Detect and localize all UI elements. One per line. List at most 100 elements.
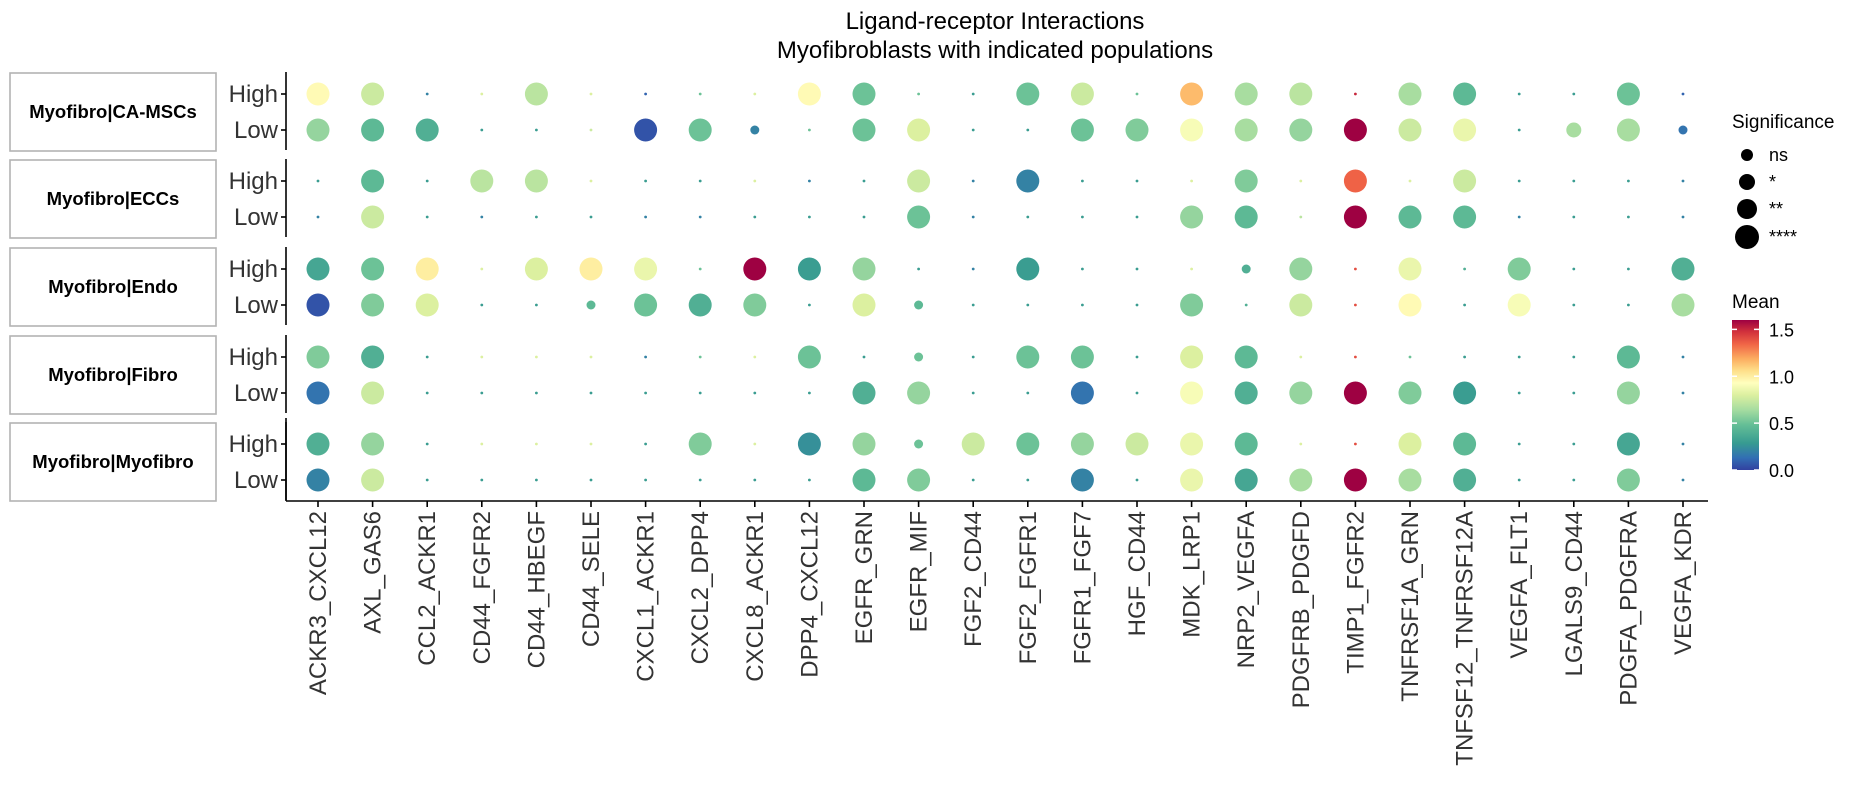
dot — [1627, 267, 1630, 271]
row-label: High — [229, 431, 278, 458]
row-label: Low — [234, 117, 279, 144]
dot — [1463, 355, 1466, 359]
dot — [1681, 391, 1685, 395]
dot — [808, 128, 811, 132]
dot — [1180, 293, 1204, 317]
dot — [361, 432, 385, 456]
x-tick-label: EGFR_MIF — [906, 511, 933, 632]
dot — [852, 82, 876, 106]
dot — [1180, 82, 1204, 106]
dot — [535, 128, 538, 132]
x-tick-label: CXCL2_DPP4 — [687, 511, 714, 664]
dot — [1616, 118, 1640, 142]
dot — [1572, 442, 1576, 446]
dot — [1616, 381, 1640, 405]
dot — [644, 478, 647, 482]
row-labels: High Low High Low High Low High Low High Low — [229, 81, 279, 494]
dot — [1681, 92, 1685, 96]
dot — [1135, 478, 1139, 482]
dot — [862, 355, 866, 359]
dot — [1408, 355, 1412, 359]
dot — [306, 82, 330, 106]
dot — [1135, 303, 1139, 307]
dot — [1234, 205, 1258, 229]
dot — [415, 257, 439, 281]
dot — [1453, 205, 1477, 229]
dot — [361, 169, 385, 193]
dot — [1070, 468, 1094, 492]
dot — [1507, 293, 1531, 317]
dot — [1070, 118, 1094, 142]
dot — [1453, 432, 1477, 456]
x-tick-label: TNFSF12_TNFRSF12A — [1452, 511, 1479, 766]
dot — [907, 169, 931, 193]
dot — [589, 355, 593, 359]
significance-legend-label: **** — [1769, 227, 1797, 247]
x-axis-labels: ACKR3_CXCL12 AXL_GAS6 CCL2_ACKR1 CD44_FGFR2… — [305, 511, 1697, 766]
dot — [1343, 169, 1367, 193]
dot — [1453, 381, 1477, 405]
dot — [1517, 128, 1521, 132]
dot — [1517, 215, 1521, 219]
x-tick-label: ACKR3_CXCL12 — [305, 511, 332, 695]
mean-colorbar-legend: Mean 0.0 0.5 1.0 1.5 — [1732, 292, 1794, 481]
dot — [1289, 468, 1313, 492]
dot — [524, 169, 548, 193]
facet-strip-box — [9, 335, 217, 415]
dot — [971, 478, 975, 482]
dot — [1081, 303, 1084, 307]
dots — [306, 82, 1695, 492]
row-label: Low — [234, 292, 279, 319]
dot — [535, 391, 538, 395]
dot — [1671, 257, 1695, 281]
significance-legend-label: ns — [1769, 145, 1788, 165]
significance-legend-key — [1735, 225, 1759, 249]
dot — [634, 257, 658, 281]
dot — [1180, 205, 1204, 229]
dot — [1234, 432, 1258, 456]
dot — [480, 128, 484, 132]
dot — [1299, 442, 1303, 446]
dot — [361, 257, 385, 281]
dot — [589, 442, 593, 446]
dot — [306, 432, 330, 456]
dot — [1289, 118, 1313, 142]
row-label: High — [229, 344, 278, 371]
dot — [1627, 179, 1630, 183]
dot — [1081, 267, 1084, 271]
dot — [1517, 92, 1521, 96]
dot — [753, 478, 757, 482]
dot — [1398, 82, 1422, 106]
dot — [1463, 267, 1466, 271]
dot — [1241, 264, 1251, 274]
significance-legend-key — [1737, 199, 1757, 219]
dot — [1572, 267, 1576, 271]
colorbar-tick-label: 1.0 — [1769, 367, 1794, 387]
dot — [524, 257, 548, 281]
dot — [852, 257, 876, 281]
dot — [1016, 169, 1040, 193]
dot — [425, 478, 429, 482]
chart-title: Ligand-receptor Interactions Myofibrobla… — [777, 8, 1213, 64]
dot — [306, 468, 330, 492]
dot — [743, 293, 767, 317]
dot — [1070, 381, 1094, 405]
dot — [480, 355, 484, 359]
dot — [1398, 205, 1422, 229]
dot — [1408, 179, 1412, 183]
dot — [808, 179, 811, 183]
dot — [306, 118, 330, 142]
dot — [971, 215, 975, 219]
dot — [480, 478, 484, 482]
dot — [1289, 381, 1313, 405]
dot — [808, 478, 811, 482]
dot — [971, 267, 975, 271]
dot — [1026, 391, 1030, 395]
x-tick-label: AXL_GAS6 — [360, 511, 387, 634]
dot — [1354, 303, 1357, 307]
dot — [753, 179, 757, 183]
x-tick-label: CD44_HBEGF — [523, 511, 550, 668]
dot — [1081, 179, 1084, 183]
dot — [1627, 215, 1630, 219]
